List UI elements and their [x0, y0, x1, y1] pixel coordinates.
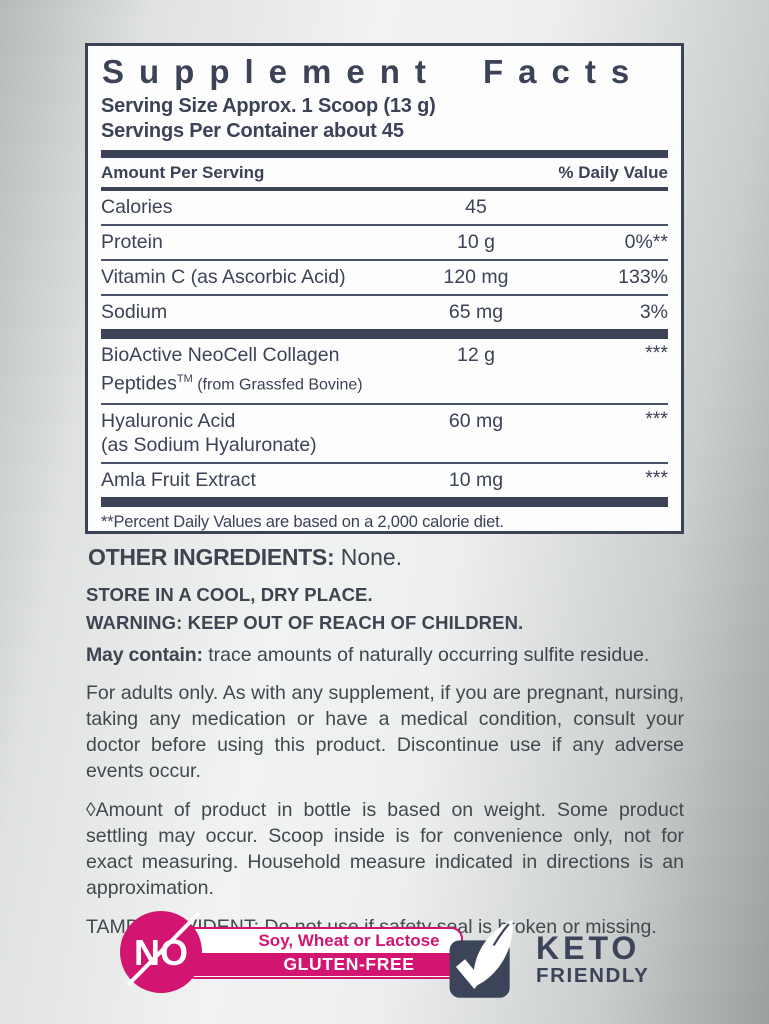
keto-text-block: KETO FRIENDLY	[536, 929, 650, 987]
daily-value-header: % Daily Value	[558, 163, 668, 182]
nutrient-daily-value: 0%**	[624, 231, 668, 253]
nutrient-daily-value: ***	[645, 342, 668, 364]
panel-title: Supplement Facts	[102, 53, 645, 90]
may-contain-text: trace amounts of naturally occurring sul…	[202, 644, 650, 666]
adults-only-paragraph: For adults only. As with any supplement,…	[86, 682, 684, 782]
additional-info-section: OTHER INGREDIENTS: None. STORE IN A COOL…	[86, 542, 684, 939]
nutrient-amount: 65 mg	[448, 301, 504, 323]
nutrient-daily-value: ***	[645, 466, 668, 489]
separator-bar	[101, 150, 668, 158]
nutrient-name-line2: PeptidesTM (from Grassfed Bovine)	[101, 372, 363, 395]
footnote-not-established: ***Daily Value not established.	[101, 532, 668, 534]
keto-label: KETO	[536, 929, 641, 966]
table-row: Vitamin C (as Ascorbic Acid) 120 mg 133%	[101, 259, 668, 294]
nutrient-name-line2: (as Sodium Hyaluronate)	[101, 433, 317, 456]
keto-check-leaf-icon	[449, 920, 513, 998]
keto-friendly-badge: KETO FRIENDLY	[445, 914, 649, 1004]
nutrient-name-line1: BioActive NeoCell Collagen	[101, 344, 340, 366]
other-ingredients-line: OTHER INGREDIENTS: None.	[88, 544, 684, 570]
storage-line: STORE IN A COOL, DRY PLACE.	[86, 584, 373, 605]
nutrient-amount: 12 g	[457, 344, 495, 366]
may-contain-line: May contain: trace amounts of naturally …	[86, 644, 684, 667]
no-circle-icon: NO	[120, 911, 202, 993]
nutrient-name: Protein	[101, 231, 163, 253]
nutrient-amount: 10 mg	[448, 468, 504, 491]
nutrient-name: Hyaluronic Acid (as Sodium Hyaluronate)	[101, 410, 396, 457]
footnotes: **Percent Daily Values are based on a 2,…	[101, 512, 668, 534]
nutrient-name: Sodium	[101, 301, 168, 323]
serving-size-line: Serving Size Approx. 1 Scoop (13 g)	[101, 95, 436, 117]
supplement-facts-panel: Supplement Facts Serving Size Approx. 1 …	[85, 43, 684, 534]
nutrient-name: BioActive NeoCell Collagen PeptidesTM (f…	[101, 344, 396, 398]
nutrient-name: Vitamin C (as Ascorbic Acid)	[101, 266, 346, 288]
gluten-free-text: GLUTEN-FREE	[185, 952, 461, 976]
nutrient-name: Calories	[101, 196, 173, 218]
table-row: Sodium 65 mg 3%	[101, 294, 668, 329]
amount-per-serving-header: Amount Per Serving	[101, 163, 265, 182]
table-row: BioActive NeoCell Collagen PeptidesTM (f…	[101, 339, 668, 403]
gluten-free-pill: Soy, Wheat or Lactose GLUTEN-FREE	[183, 927, 463, 979]
nutrient-daily-value: 133%	[618, 266, 668, 288]
warning-line: WARNING: KEEP OUT OF REACH OF CHILDREN.	[86, 612, 524, 633]
no-soy-wheat-lactose-text: Soy, Wheat or Lactose	[258, 930, 440, 950]
table-row: Protein 10 g 0%**	[101, 224, 668, 259]
footnote-daily-values: **Percent Daily Values are based on a 2,…	[101, 512, 504, 531]
may-contain-label: May contain:	[86, 644, 203, 666]
table-header-row: Amount Per Serving % Daily Value	[101, 158, 668, 187]
separator-bar	[101, 496, 668, 507]
nutrient-daily-value: ***	[645, 407, 668, 430]
nutrient-amount: 60 mg	[448, 409, 504, 432]
nutrient-name-line1: Hyaluronic Acid	[101, 409, 236, 432]
no-text: NO	[134, 932, 188, 973]
gluten-free-badge: Soy, Wheat or Lactose GLUTEN-FREE NO	[119, 908, 471, 1008]
nutrient-amount: 120 mg	[443, 266, 509, 288]
slash-icon	[126, 911, 201, 987]
nutrient-amount: 10 g	[457, 231, 495, 253]
servings-per-container-line: Servings Per Container about 45	[101, 119, 404, 142]
friendly-label: FRIENDLY	[536, 963, 650, 987]
nutrient-amount: 45	[465, 196, 487, 218]
table-row: Amla Fruit Extract 10 mg ***	[101, 461, 668, 497]
nutrient-name: Amla Fruit Extract	[101, 468, 256, 491]
nutrient-source-note: (from Grassfed Bovine)	[192, 376, 363, 394]
separator-bar	[101, 187, 668, 191]
trademark-symbol: TM	[176, 373, 193, 385]
settling-paragraph: ◊Amount of product in bottle is based on…	[86, 799, 684, 899]
other-ingredients-value: None.	[334, 544, 403, 570]
table-row: Calories 45	[101, 191, 668, 224]
separator-bar	[101, 329, 668, 339]
checkmark-icon	[455, 944, 503, 989]
nutrient-daily-value: 3%	[639, 301, 668, 323]
other-ingredients-label: OTHER INGREDIENTS:	[88, 544, 335, 570]
table-row: Hyaluronic Acid (as Sodium Hyaluronate) …	[101, 402, 668, 462]
badges-row: Soy, Wheat or Lactose GLUTEN-FREE NO KET…	[85, 906, 684, 1016]
